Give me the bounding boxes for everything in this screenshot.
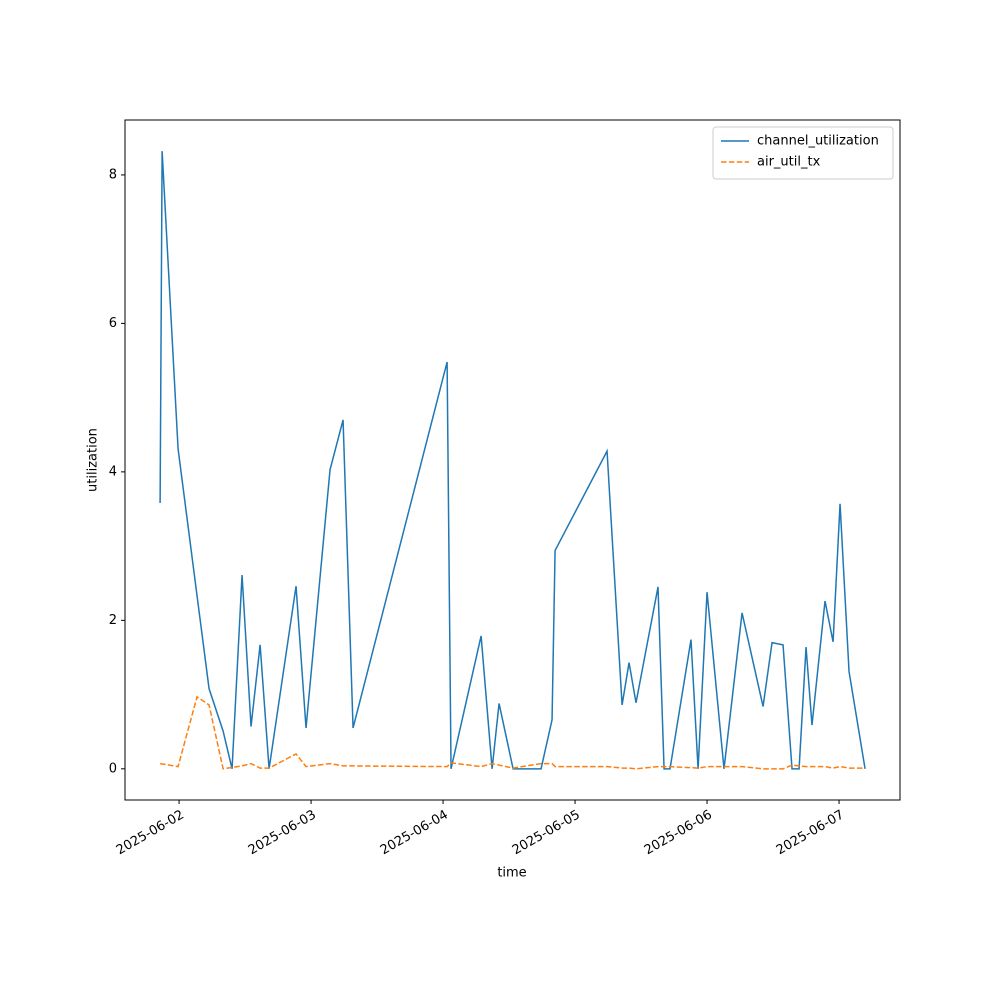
x-axis-label: time [497, 866, 526, 881]
x-tick-label: 2025-06-02 [114, 808, 187, 859]
legend-label: channel_utilization [757, 134, 879, 149]
series-line [159, 151, 866, 770]
y-tick-label: 6 [109, 316, 117, 331]
y-tick-label: 0 [109, 761, 117, 776]
plot-frame [124, 119, 901, 801]
series-line [159, 695, 866, 770]
legend-label: air_util_tx [757, 155, 821, 170]
x-tick-label: 2025-06-07 [774, 808, 847, 859]
x-tick-label: 2025-06-03 [246, 808, 319, 859]
legend-frame [712, 126, 894, 180]
y-tick-label: 8 [109, 167, 117, 182]
x-tick-label: 2025-06-04 [378, 808, 451, 859]
legend: channel_utilization air_util_tx [712, 126, 894, 180]
x-tick-label: 2025-06-05 [510, 808, 583, 859]
x-tick-label: 2025-06-06 [642, 808, 715, 859]
y-axis-label: utilization [86, 428, 101, 492]
y-tick-label: 4 [109, 464, 117, 479]
y-tick-label: 2 [109, 613, 117, 628]
